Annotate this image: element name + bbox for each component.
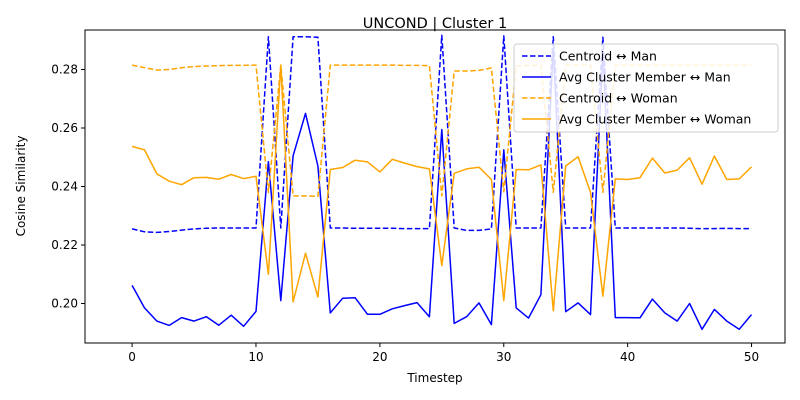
legend-label-2: Avg Cluster Member ↔ Man	[559, 70, 731, 85]
x-tick-label: 0	[128, 350, 136, 364]
y-tick-label: 0.22	[51, 238, 78, 252]
x-tick-label: 20	[372, 350, 387, 364]
series-line-1	[131, 34, 752, 234]
legend-label-1: Centroid ↔ Man	[559, 49, 657, 64]
x-tick-label: 30	[496, 350, 511, 364]
legend-label-4: Avg Cluster Member ↔ Woman	[559, 112, 751, 127]
y-axis-label: Cosine Similarity	[14, 136, 28, 237]
legend-box	[513, 43, 779, 133]
y-tick-label: 0.28	[51, 62, 78, 76]
x-tick-label: 40	[620, 350, 635, 364]
series-line-2	[131, 47, 753, 331]
y-tick-label: 0.20	[51, 297, 78, 311]
legend-label-3: Centroid ↔ Woman	[559, 91, 678, 106]
x-tick-label: 10	[248, 350, 263, 364]
legend: Centroid ↔ Man Avg Cluster Member ↔ Man Ce…	[513, 43, 779, 133]
x-tick-label: 50	[744, 350, 759, 364]
axis-ticks: 0 10 20 30 40 50 0.20 0.22 0.24 0.26 0.28	[51, 62, 759, 364]
chart-title: UNCOND | Cluster 1	[363, 16, 507, 32]
y-tick-label: 0.24	[51, 180, 78, 194]
series-line-4	[131, 64, 753, 312]
x-axis-label: Timestep	[406, 371, 462, 385]
y-tick-label: 0.26	[51, 121, 78, 135]
